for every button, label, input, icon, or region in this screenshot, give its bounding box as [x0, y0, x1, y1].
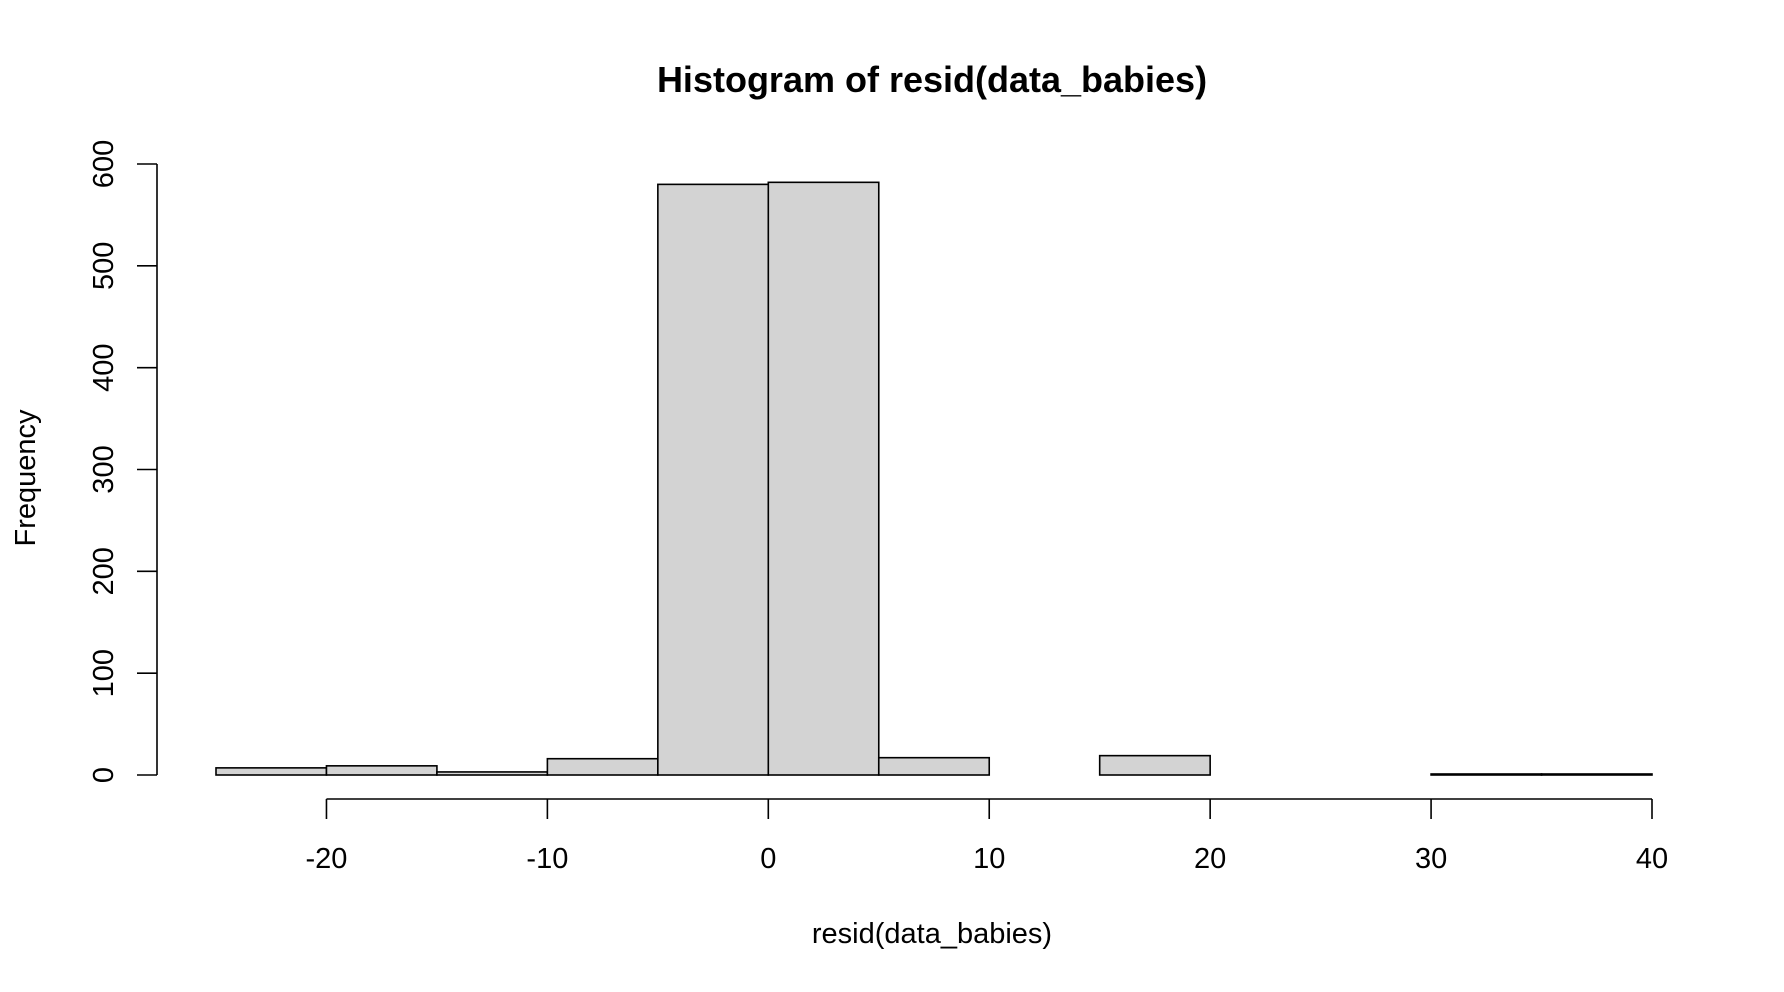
x-axis: -20 -10 0 10 20 30 40 — [306, 798, 1668, 875]
y-tick-label: 0 — [88, 767, 120, 783]
x-tick-label: 20 — [1194, 843, 1226, 875]
histogram-bar — [215, 767, 328, 776]
y-tick-label: 300 — [88, 445, 120, 493]
y-tick-label: 400 — [88, 343, 120, 391]
x-tick-label: -10 — [526, 843, 568, 875]
y-tick-label: 600 — [88, 140, 120, 188]
y-axis-label: Frequency — [10, 409, 42, 547]
x-tick-label: 30 — [1415, 843, 1447, 875]
histogram-bar — [436, 771, 549, 776]
x-tick-label: 10 — [973, 843, 1005, 875]
y-tick-label: 200 — [88, 547, 120, 595]
histogram-bar — [877, 756, 991, 776]
y-tick-label: 100 — [88, 649, 120, 697]
bars-group — [215, 181, 1653, 776]
y-axis: 0 100 200 300 400 500 600 — [88, 140, 158, 783]
histogram-bar — [1540, 773, 1653, 776]
y-tick-label: 500 — [88, 242, 120, 290]
histogram-bar — [325, 765, 438, 776]
histogram-bar — [767, 181, 880, 776]
x-tick-label: 0 — [760, 843, 776, 875]
histogram-bar — [546, 757, 659, 776]
histogram-bar — [1098, 754, 1211, 776]
histogram-bar — [1430, 773, 1543, 776]
histogram-bar — [657, 183, 770, 776]
x-tick-label: -20 — [306, 843, 348, 875]
chart-title: Histogram of resid(data_babies) — [657, 59, 1207, 100]
x-axis-label: resid(data_babies) — [812, 918, 1052, 950]
x-tick-label: 40 — [1636, 843, 1668, 875]
